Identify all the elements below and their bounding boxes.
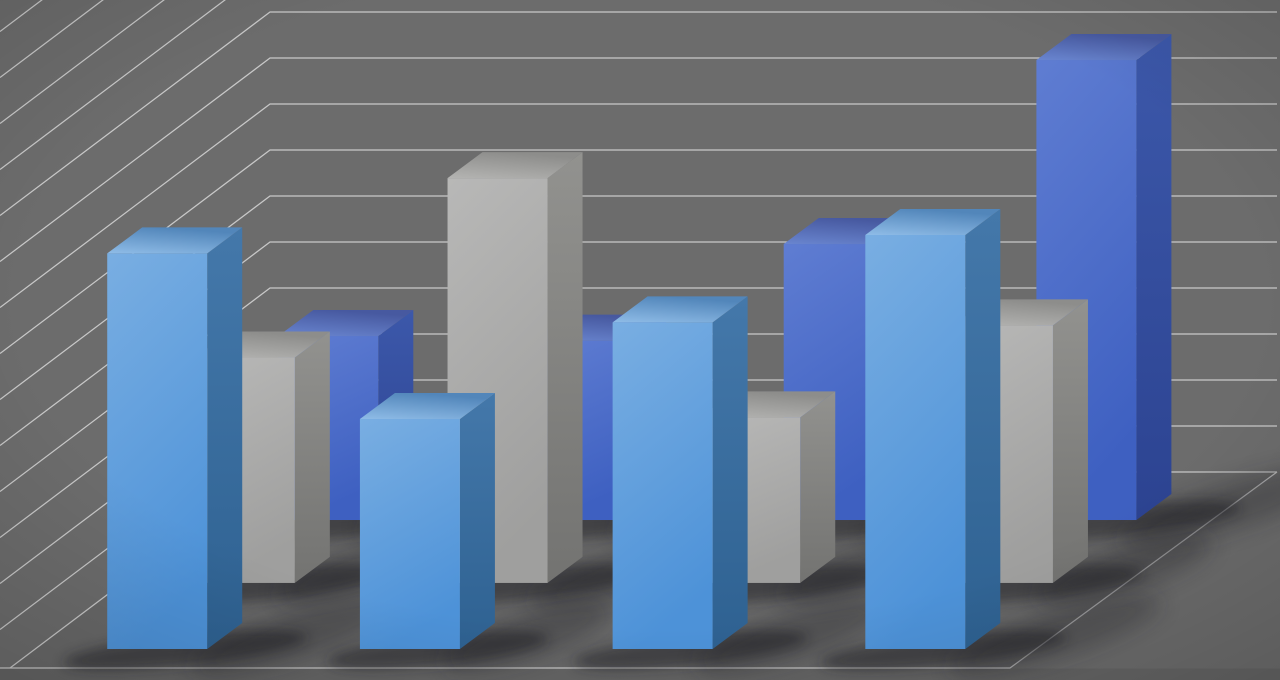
- chart-canvas: [0, 0, 1280, 680]
- 3d-bar-chart-figure: [0, 0, 1280, 680]
- vignette-overlay: [0, 0, 1280, 680]
